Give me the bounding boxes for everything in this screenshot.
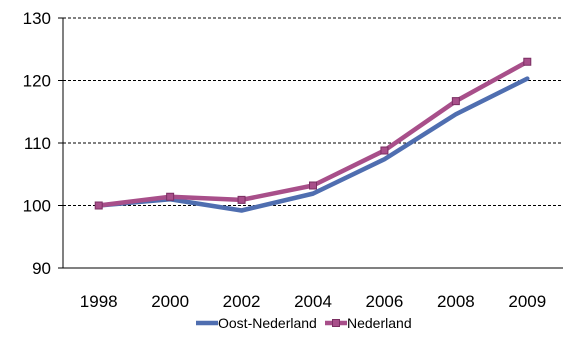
x-tick-label: 1998 (80, 292, 118, 311)
x-tick-label: 2008 (437, 292, 475, 311)
x-tick-label: 2000 (151, 292, 189, 311)
data-point-marker (451, 97, 460, 106)
data-point-marker (94, 201, 103, 210)
y-tick-label: 90 (32, 259, 51, 278)
x-axis-tick-labels: 1998 2000 2002 2004 2006 2008 2009 (80, 292, 546, 311)
x-tick-label: 2006 (366, 292, 404, 311)
legend-label: Oost-Nederland (218, 315, 317, 331)
legend: Oost-Nederland Nederland (196, 315, 412, 331)
data-point-marker (309, 181, 317, 190)
data-point-marker (237, 195, 246, 204)
y-tick-label: 110 (24, 134, 51, 153)
data-point-marker (523, 57, 532, 66)
x-tick-label: 2004 (294, 292, 332, 311)
data-point-marker (166, 192, 175, 201)
legend-label: Nederland (347, 315, 412, 331)
gridlines (63, 17, 563, 206)
x-tick-label: 2002 (223, 292, 261, 311)
data-point-marker (380, 146, 389, 155)
legend-marker-1 (332, 319, 340, 327)
axes (58, 17, 563, 269)
y-tick-label: 120 (23, 72, 51, 91)
y-axis-tick-labels: 90 100 110 120 130 (23, 9, 51, 278)
y-tick-label: 130 (23, 9, 51, 28)
y-tick-label: 100 (23, 197, 51, 216)
x-tick-label: 2009 (508, 292, 546, 311)
series-markers (94, 57, 532, 210)
